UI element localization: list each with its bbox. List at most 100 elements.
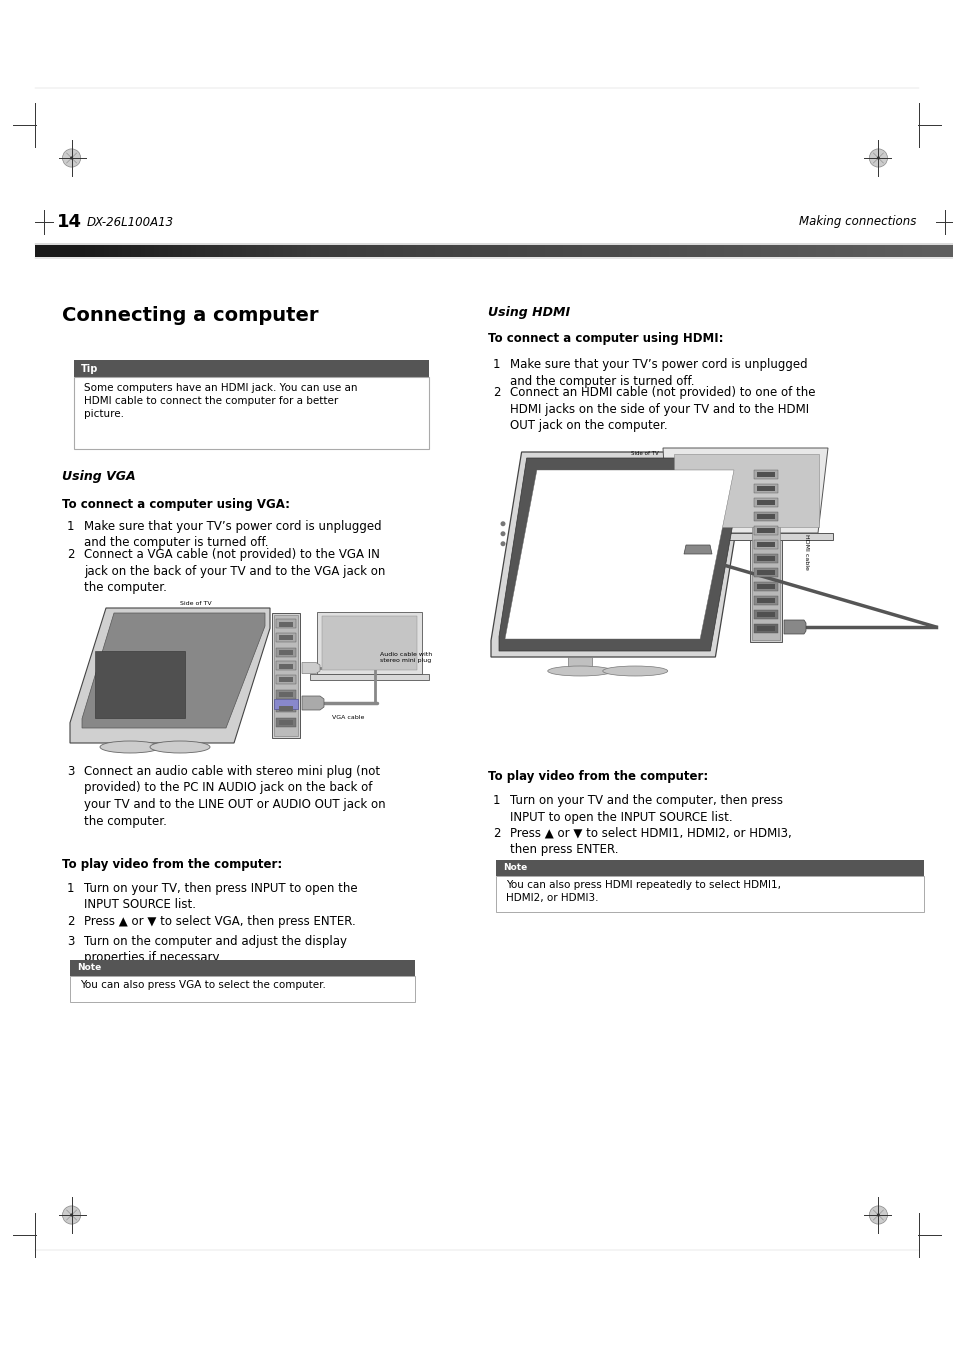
- Bar: [90, 244, 95, 256]
- Bar: [191, 244, 196, 256]
- Bar: [526, 244, 532, 256]
- Bar: [210, 244, 215, 256]
- Bar: [255, 244, 261, 256]
- Bar: [627, 244, 633, 256]
- Bar: [205, 244, 211, 256]
- Bar: [622, 244, 628, 256]
- Bar: [278, 720, 293, 725]
- Bar: [311, 244, 316, 256]
- Bar: [150, 244, 155, 256]
- Bar: [109, 244, 114, 256]
- Bar: [274, 244, 279, 256]
- Bar: [765, 244, 770, 256]
- Bar: [132, 244, 137, 256]
- Polygon shape: [316, 612, 421, 674]
- Bar: [233, 244, 238, 256]
- Bar: [379, 244, 385, 256]
- Bar: [365, 244, 371, 256]
- Bar: [847, 244, 853, 256]
- Bar: [609, 244, 615, 256]
- Bar: [370, 244, 375, 256]
- Bar: [228, 244, 233, 256]
- Ellipse shape: [547, 666, 612, 676]
- Bar: [127, 244, 132, 256]
- Bar: [788, 244, 793, 256]
- Bar: [117, 244, 123, 256]
- Bar: [880, 244, 885, 256]
- Bar: [58, 244, 64, 256]
- Text: 1: 1: [67, 882, 74, 895]
- Bar: [95, 651, 185, 718]
- Bar: [757, 626, 774, 630]
- Bar: [425, 244, 431, 256]
- Bar: [278, 649, 293, 655]
- Bar: [757, 528, 774, 533]
- Bar: [700, 244, 706, 256]
- Bar: [342, 244, 348, 256]
- Bar: [907, 244, 913, 256]
- Bar: [265, 244, 270, 256]
- Bar: [443, 244, 449, 256]
- Text: Side of TV: Side of TV: [180, 601, 212, 606]
- Bar: [62, 599, 436, 760]
- Bar: [829, 244, 835, 256]
- Bar: [275, 690, 295, 698]
- Bar: [275, 703, 295, 713]
- Bar: [916, 244, 922, 256]
- Text: Note: Note: [502, 864, 527, 872]
- Text: 3: 3: [67, 936, 74, 948]
- Bar: [943, 244, 949, 256]
- Text: HDMI cable: HDMI cable: [803, 535, 808, 570]
- Bar: [288, 244, 293, 256]
- Polygon shape: [302, 663, 319, 674]
- Bar: [496, 860, 923, 876]
- Bar: [889, 244, 894, 256]
- Bar: [723, 244, 729, 256]
- Ellipse shape: [150, 741, 210, 753]
- Bar: [195, 244, 201, 256]
- Bar: [568, 657, 592, 670]
- Bar: [554, 244, 559, 256]
- Text: To play video from the computer:: To play video from the computer:: [62, 859, 282, 871]
- Bar: [753, 595, 778, 605]
- Bar: [659, 244, 665, 256]
- Text: To play video from the computer:: To play video from the computer:: [488, 769, 707, 783]
- Bar: [544, 244, 550, 256]
- Text: 2: 2: [67, 548, 74, 562]
- Bar: [44, 244, 50, 256]
- Bar: [301, 244, 307, 256]
- Bar: [278, 706, 293, 710]
- Bar: [806, 244, 812, 256]
- Bar: [935, 244, 941, 256]
- Bar: [416, 244, 421, 256]
- Bar: [278, 244, 284, 256]
- Bar: [862, 244, 867, 256]
- Bar: [756, 244, 761, 256]
- Text: Turn on your TV and the computer, then press
INPUT to open the INPUT SOURCE list: Turn on your TV and the computer, then p…: [510, 794, 782, 824]
- Bar: [435, 244, 440, 256]
- Bar: [496, 876, 923, 913]
- Bar: [74, 377, 429, 450]
- Bar: [746, 244, 752, 256]
- Bar: [753, 610, 778, 620]
- Bar: [200, 244, 206, 256]
- Text: Connect a VGA cable (not provided) to the VGA IN
jack on the back of your TV and: Connect a VGA cable (not provided) to th…: [84, 548, 385, 594]
- Bar: [218, 244, 224, 256]
- Text: Make sure that your TV’s power cord is unplugged
and the computer is turned off.: Make sure that your TV’s power cord is u…: [84, 520, 381, 549]
- Text: DX-26L100A13: DX-26L100A13: [87, 216, 174, 228]
- Bar: [347, 244, 353, 256]
- Bar: [310, 674, 429, 680]
- Bar: [614, 244, 618, 256]
- Text: Tip: Tip: [81, 363, 98, 374]
- Bar: [733, 244, 739, 256]
- Text: Side of TV: Side of TV: [631, 451, 659, 456]
- Bar: [338, 244, 343, 256]
- Bar: [655, 244, 660, 256]
- Text: 2: 2: [493, 828, 500, 840]
- Bar: [278, 678, 293, 683]
- Bar: [673, 244, 679, 256]
- Bar: [35, 244, 41, 256]
- Bar: [948, 244, 953, 256]
- Text: To connect a computer using HDMI:: To connect a computer using HDMI:: [488, 332, 722, 346]
- Bar: [797, 244, 802, 256]
